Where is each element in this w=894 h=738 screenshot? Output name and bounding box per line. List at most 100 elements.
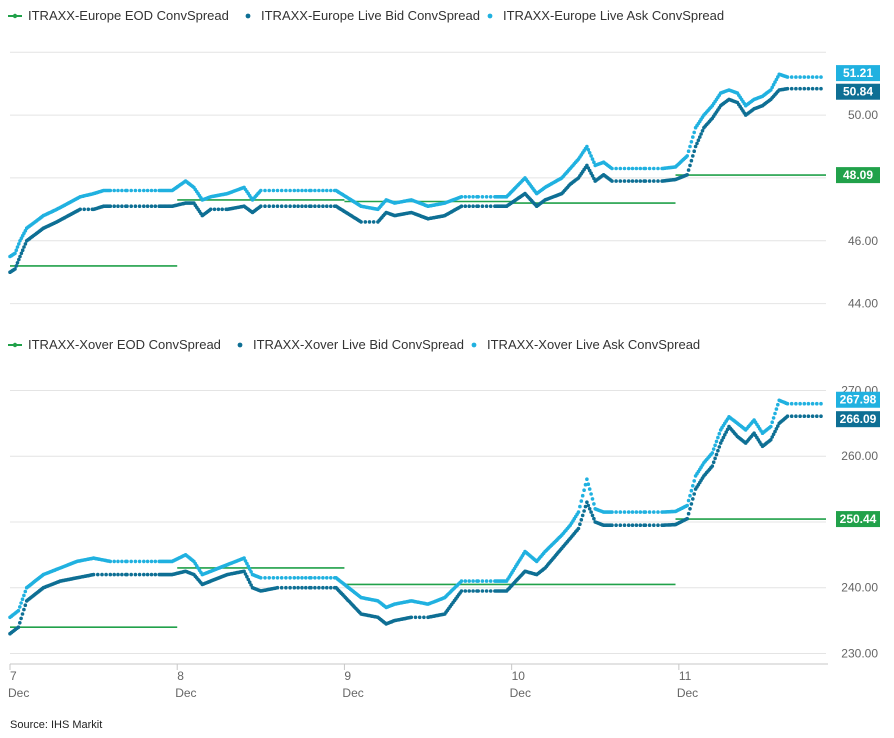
- ask-point: [292, 576, 297, 580]
- ask-point: [23, 589, 28, 594]
- bid-point: [145, 572, 150, 577]
- bid-point: [802, 86, 807, 91]
- bid-point: [794, 86, 798, 91]
- bid-point: [279, 585, 284, 590]
- ask-point: [714, 439, 719, 444]
- ask-point: [810, 75, 815, 79]
- ask-point: [656, 510, 660, 514]
- ask-point: [587, 151, 592, 155]
- ask-point: [296, 576, 300, 580]
- ask-point: [652, 510, 656, 514]
- bid-point: [149, 204, 154, 208]
- bid-point: [622, 179, 627, 183]
- bid-point: [695, 141, 699, 146]
- ask-point: [618, 166, 623, 171]
- ask-point: [153, 559, 158, 564]
- ask-point: [300, 576, 304, 580]
- bid-point: [476, 589, 481, 593]
- bid-point: [296, 204, 300, 208]
- bid-point: [371, 220, 376, 224]
- bid-point: [422, 615, 426, 620]
- x-tick-sublabel: Dec: [510, 686, 531, 700]
- ask-point: [634, 510, 639, 514]
- ask-point: [325, 188, 329, 193]
- bid-point: [104, 572, 108, 577]
- bid-point: [129, 204, 133, 208]
- bid-point: [484, 204, 489, 208]
- bid-point: [618, 523, 623, 527]
- ask-point: [116, 559, 120, 564]
- ask-point: [776, 402, 780, 407]
- ask-point: [685, 154, 689, 158]
- bid-point: [19, 616, 23, 621]
- bid-point: [208, 207, 213, 212]
- bid-point: [587, 507, 592, 511]
- bid-point: [20, 248, 25, 252]
- bid-point: [798, 86, 802, 91]
- ask-point: [484, 195, 489, 199]
- bid-point: [618, 179, 623, 183]
- ask-point: [579, 499, 584, 503]
- bid-point: [647, 179, 652, 183]
- y-tick-label: 44.00: [848, 297, 878, 311]
- bid-point: [700, 129, 705, 133]
- ask-point: [587, 487, 592, 491]
- ask-point: [279, 188, 284, 193]
- ask-point: [145, 188, 150, 193]
- ask-point: [589, 492, 593, 496]
- bid-point: [688, 507, 692, 511]
- bid-point: [329, 204, 333, 208]
- bid-point: [300, 585, 304, 590]
- ask-point: [630, 510, 635, 514]
- bid-point: [689, 158, 694, 163]
- ask-point: [129, 188, 133, 193]
- bid-point: [86, 207, 91, 212]
- latest-bid-badge: [836, 411, 880, 428]
- bid-point: [317, 585, 321, 590]
- legend-item-label: ITRAXX-Xover Live Ask ConvSpread: [487, 337, 700, 352]
- ask-point: [785, 401, 790, 406]
- y-tick-label: 46.00: [848, 234, 878, 248]
- bid-point: [125, 572, 129, 577]
- bid-point: [480, 589, 485, 593]
- bid-point: [329, 585, 333, 590]
- ask-point: [259, 576, 263, 580]
- bid-point: [300, 204, 304, 208]
- ask-point: [589, 154, 593, 158]
- ask-point: [267, 188, 272, 193]
- ask-point: [22, 593, 26, 598]
- bid-point: [120, 572, 124, 577]
- ask-point: [476, 579, 481, 583]
- ask-point: [263, 576, 267, 580]
- bid-point: [689, 502, 694, 506]
- x-tick-label: 11: [679, 669, 692, 683]
- bid-point: [711, 460, 716, 465]
- ask-point: [317, 188, 321, 193]
- bid-point: [22, 607, 26, 612]
- bid-point: [247, 580, 252, 584]
- ask-point: [112, 559, 116, 564]
- bid-point: [284, 585, 288, 590]
- ask-point: [794, 401, 798, 406]
- y-tick-label: 240.00: [841, 581, 878, 595]
- bid-point: [723, 433, 727, 437]
- bid-point: [590, 174, 595, 178]
- bid-point: [313, 585, 317, 590]
- bid-point: [685, 173, 689, 177]
- ask-point: [590, 497, 595, 501]
- ask-point: [120, 188, 124, 193]
- bid-point: [579, 518, 584, 522]
- ask-point: [284, 188, 288, 193]
- ask-point: [688, 493, 692, 498]
- bid-point: [693, 144, 698, 149]
- ask-point: [710, 451, 715, 455]
- ask-point: [585, 477, 589, 482]
- bid-point: [776, 424, 780, 428]
- bid-point: [108, 572, 113, 577]
- ask-point: [329, 576, 333, 580]
- bid-point: [634, 179, 639, 183]
- legend-marker: [245, 13, 251, 19]
- bid-point: [279, 204, 284, 208]
- ask-point: [288, 188, 292, 193]
- ask-point: [689, 140, 694, 144]
